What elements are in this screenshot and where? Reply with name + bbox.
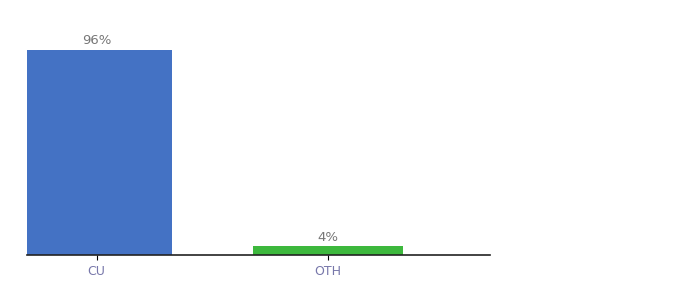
Text: 96%: 96% (82, 34, 112, 47)
Bar (22, 50, 171, 255)
Text: 4%: 4% (318, 231, 338, 244)
Bar (253, 246, 403, 255)
